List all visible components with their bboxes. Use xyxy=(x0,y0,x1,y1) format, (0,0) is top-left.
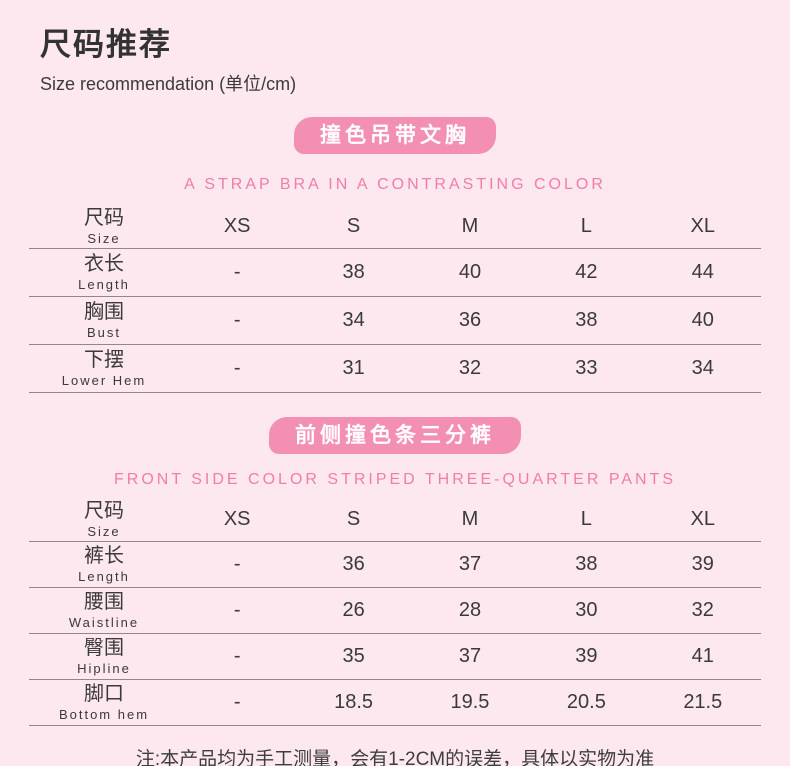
row-label-cell: 胸围 Bust xyxy=(29,296,179,345)
row-label-cn: 脚口 xyxy=(84,683,124,705)
section-badge-bra: 撞色吊带文胸 xyxy=(294,117,496,154)
table-header-row: 尺码 Size XS S M L XL xyxy=(29,205,761,249)
page-subtitle: Size recommendation (单位/cm) xyxy=(40,74,297,94)
row-label-en: Length xyxy=(78,276,130,292)
header-label-cn: 尺码 xyxy=(84,499,124,522)
header-label-cn: 尺码 xyxy=(84,206,124,229)
row-label-cell: 脚口 Bottom hem xyxy=(29,679,179,726)
cell-value: - xyxy=(179,587,296,634)
size-column-header: L xyxy=(528,497,645,542)
cell-value: 32 xyxy=(411,344,529,393)
section-caption-pants: FRONT SIDE COLOR STRIPED THREE-QUARTER P… xyxy=(114,470,676,488)
row-label-cn: 腰围 xyxy=(84,591,124,613)
size-table-pants: 尺码 Size XS S M L XL 裤长 Length - 36 37 38… xyxy=(29,497,761,726)
page-title: 尺码推荐 xyxy=(40,27,172,62)
cell-value: 36 xyxy=(411,296,529,345)
cell-value: 38 xyxy=(295,248,412,297)
row-label-en: Length xyxy=(78,569,130,584)
cell-value: 38 xyxy=(528,541,645,588)
cell-value: 39 xyxy=(644,541,761,588)
cell-value: 30 xyxy=(528,587,645,634)
row-label-cell: 衣长 Length xyxy=(29,248,179,297)
cell-value: 33 xyxy=(528,344,645,393)
row-label-cell: 裤长 Length xyxy=(29,541,179,588)
cell-value: - xyxy=(179,541,296,588)
row-label-cell: 腰围 Waistline xyxy=(29,587,179,634)
cell-value: 37 xyxy=(411,633,529,680)
cell-value: - xyxy=(179,679,296,726)
header-label-cell: 尺码 Size xyxy=(29,497,179,542)
size-column-header: XL xyxy=(644,205,761,249)
footer-note: 注:本产品均为手工测量，会有1-2CM的误差，具体以实物为准 xyxy=(135,749,655,766)
cell-value: - xyxy=(179,296,296,345)
header-label-en: Size xyxy=(87,230,121,246)
section-badge-pants: 前侧撞色条三分裤 xyxy=(269,416,521,454)
header-label-cell: 尺码 Size xyxy=(29,205,179,249)
cell-value: 34 xyxy=(295,296,412,345)
cell-value: 34 xyxy=(644,344,761,393)
cell-value: 39 xyxy=(528,633,645,680)
table-row: 臀围 Hipline - 35 37 39 41 xyxy=(29,633,761,680)
table-row: 裤长 Length - 36 37 38 39 xyxy=(29,541,761,588)
row-label-en: Hipline xyxy=(77,661,131,676)
size-column-header: M xyxy=(411,497,529,542)
row-label-en: Bottom hem xyxy=(58,707,150,722)
row-label-cell: 下摆 Lower Hem xyxy=(29,344,179,393)
section-caption-bra: A STRAP BRA IN A CONTRASTING COLOR xyxy=(184,176,606,193)
size-column-header: M xyxy=(411,205,529,249)
size-column-header: L xyxy=(528,205,645,249)
cell-value: 44 xyxy=(644,248,761,297)
cell-value: 41 xyxy=(644,633,761,680)
row-label-cn: 下摆 xyxy=(84,348,124,371)
cell-value: 20.5 xyxy=(528,679,645,726)
cell-value: 38 xyxy=(528,296,645,345)
cell-value: 32 xyxy=(644,587,761,634)
table-row: 脚口 Bottom hem - 18.5 19.5 20.5 21.5 xyxy=(29,679,761,726)
row-label-cn: 臀围 xyxy=(84,637,124,659)
cell-value: - xyxy=(179,633,296,680)
cell-value: 35 xyxy=(295,633,412,680)
cell-value: - xyxy=(179,248,296,297)
cell-value: 19.5 xyxy=(411,679,529,726)
size-column-header: XL xyxy=(644,497,761,542)
row-label-cn: 裤长 xyxy=(84,545,124,567)
table-header-row: 尺码 Size XS S M L XL xyxy=(29,497,761,542)
cell-value: 28 xyxy=(411,587,529,634)
cell-value: 26 xyxy=(295,587,412,634)
size-column-header: XS xyxy=(179,205,296,249)
row-label-en: Waistline xyxy=(68,615,140,630)
cell-value: 40 xyxy=(644,296,761,345)
size-table-bra: 尺码 Size XS S M L XL 衣长 Length - 38 40 42… xyxy=(29,205,761,393)
row-label-en: Bust xyxy=(86,324,121,340)
row-label-cell: 臀围 Hipline xyxy=(29,633,179,680)
cell-value: 18.5 xyxy=(295,679,412,726)
table-row: 腰围 Waistline - 26 28 30 32 xyxy=(29,587,761,634)
cell-value: 21.5 xyxy=(644,679,761,726)
cell-value: - xyxy=(179,344,296,393)
cell-value: 36 xyxy=(295,541,412,588)
table-row: 胸围 Bust - 34 36 38 40 xyxy=(29,296,761,345)
row-label-en: Lower Hem xyxy=(61,372,147,388)
cell-value: 37 xyxy=(411,541,529,588)
cell-value: 31 xyxy=(295,344,412,393)
size-column-header: XS xyxy=(179,497,296,542)
row-label-cn: 衣长 xyxy=(84,252,124,275)
row-label-cn: 胸围 xyxy=(84,300,124,323)
size-column-header: S xyxy=(295,497,412,542)
header-label-en: Size xyxy=(87,523,121,539)
table-row: 下摆 Lower Hem - 31 32 33 34 xyxy=(29,344,761,393)
cell-value: 40 xyxy=(411,248,529,297)
cell-value: 42 xyxy=(528,248,645,297)
table-row: 衣长 Length - 38 40 42 44 xyxy=(29,248,761,297)
size-column-header: S xyxy=(295,205,412,249)
